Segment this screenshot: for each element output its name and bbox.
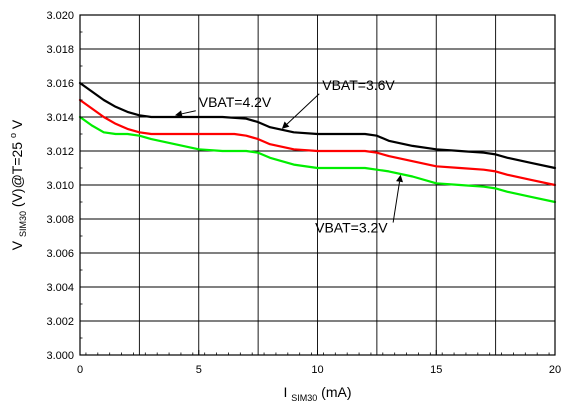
series-line-2 — [78, 98, 557, 187]
x-tick-label: 20 — [549, 364, 561, 376]
annotation-arrow-head — [281, 121, 290, 129]
y-tick-label: 3.008 — [46, 214, 74, 226]
y-tick-label: 3.006 — [46, 248, 74, 260]
y-axis-title-prefix: V — [9, 240, 25, 250]
y-tick-label: 3.012 — [46, 146, 74, 158]
plot-area-frame — [79, 14, 556, 356]
annotation-arrow-shaft — [286, 93, 320, 125]
y-tick-label: 3.002 — [46, 316, 74, 328]
y-tick-label: 3.010 — [46, 180, 74, 192]
y-axis-title: V SIM30 (V)@T=25 o V — [3, 119, 29, 250]
x-axis-title: I SIM30 (mA) — [283, 384, 351, 404]
y-tick-label: 3.004 — [46, 282, 74, 294]
x-axis-title-subscript: SIM30 — [291, 393, 317, 403]
x-axis-title-unit: (mA) — [321, 384, 351, 400]
series-line-1 — [78, 81, 557, 170]
annotation-label: VBAT=3.6V — [322, 77, 395, 93]
series-lines — [78, 81, 557, 204]
y-axis-title-middle: (V)@T=25 — [9, 142, 25, 207]
x-tick-label: 5 — [196, 364, 202, 376]
series-line-3 — [78, 115, 557, 204]
y-tick-label: 3.014 — [46, 112, 74, 124]
y-tick-label: 3.000 — [46, 350, 74, 362]
annotation-arrow-shaft — [181, 110, 196, 115]
y-tick-label: 3.018 — [46, 44, 74, 56]
y-axis-title-subscript: SIM30 — [18, 211, 28, 237]
y-axis-title-superscript: o — [8, 133, 18, 138]
annotation-label: VBAT=4.2V — [199, 94, 272, 110]
axis-ticks: 0 5 10 15 20 3.000 3.002 3.004 3.006 3.008 3.010 3.… — [46, 10, 561, 376]
x-axis-title-main: I — [283, 384, 287, 400]
y-tick-label: 3.016 — [46, 78, 74, 90]
annotation-arrow-head — [175, 110, 183, 118]
x-tick-label: 10 — [311, 364, 323, 376]
x-tick-label: 15 — [430, 364, 442, 376]
y-tick-label: 3.020 — [46, 10, 74, 22]
annotation-arrow-shaft — [392, 181, 401, 223]
y-axis-title-suffix: V — [9, 119, 25, 129]
annotation-arrow-head — [396, 174, 403, 183]
x-tick-label: 0 — [77, 364, 83, 376]
annotation-label: VBAT=3.2V — [315, 220, 388, 236]
annotations: VBAT=4.2V VBAT=3.6V VBAT=3.2V — [175, 77, 403, 236]
